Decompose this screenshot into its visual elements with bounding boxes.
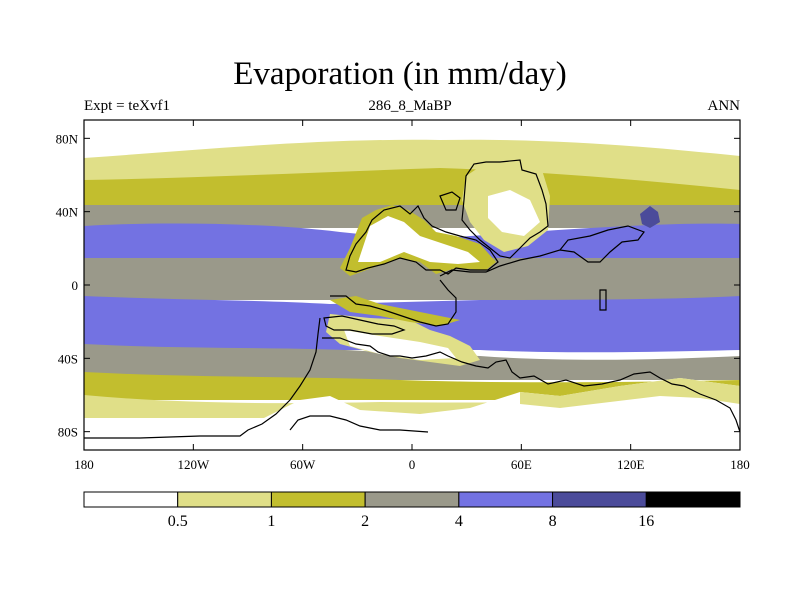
y-tick-label: 40S <box>58 351 78 366</box>
field-land-south-coast <box>520 378 740 408</box>
coast-tethys-north <box>439 225 645 277</box>
field-band-north-mid <box>84 168 740 212</box>
field-band-south-grey <box>84 344 740 380</box>
colorbar-box <box>552 491 647 508</box>
x-tick-label: 120W <box>177 457 210 472</box>
coast-south-continent <box>322 337 740 433</box>
field-evap-maximum <box>640 206 660 228</box>
colorbar-box <box>83 491 179 508</box>
coast-southwest <box>84 317 321 439</box>
x-tick-label: 60E <box>511 457 532 472</box>
field-band-south-mid <box>84 372 740 400</box>
coastlines <box>84 159 740 439</box>
season-label: ANN <box>707 98 741 114</box>
coast-south-polar <box>289 415 429 433</box>
y-tick-label: 0 <box>72 278 79 293</box>
coast-inland-sea <box>323 315 406 335</box>
coast-north-continent <box>345 204 499 275</box>
y-axis: 80N 40N 0 40S 80S <box>56 131 740 440</box>
colorbar-box <box>645 491 741 508</box>
field-land-north-dry <box>358 216 480 264</box>
coast-equator-west <box>330 279 457 327</box>
evaporation-field <box>84 120 740 450</box>
field-band-equator <box>84 258 740 300</box>
coast-island <box>599 289 607 311</box>
chart-title: Evaporation (in mm/day) <box>233 56 567 92</box>
colorbar: 0.5 1 2 4 8 16 <box>83 491 741 530</box>
colorbar-label: 16 <box>638 513 654 530</box>
field-land-northeast-dry <box>488 190 540 236</box>
coast-northeast-block <box>461 159 549 259</box>
colorbar-label: 2 <box>361 513 369 530</box>
y-tick-label: 80N <box>56 131 79 146</box>
y-tick-label: 40N <box>56 205 79 220</box>
coast-small-island <box>439 191 461 211</box>
x-axis: 180 120W 60W 0 60E 120E 180 <box>74 120 750 472</box>
colorbar-label: 4 <box>455 513 463 530</box>
x-tick-label: 180 <box>730 457 750 472</box>
colorbar-box <box>364 491 460 508</box>
colorbar-box <box>177 491 272 508</box>
x-tick-label: 180 <box>74 457 94 472</box>
period-label: 286_8_MaBP <box>368 98 452 114</box>
field-land-south-dry <box>344 330 456 360</box>
x-tick-label: 120E <box>617 457 645 472</box>
x-tick-label: 0 <box>409 457 416 472</box>
x-tick-label: 60W <box>290 457 316 472</box>
field-land-equator-yellow <box>330 296 460 326</box>
colorbar-label: 1 <box>267 513 275 530</box>
colorbar-box <box>458 491 554 508</box>
colorbar-label: 8 <box>549 513 557 530</box>
colorbar-label: 0.5 <box>168 513 188 530</box>
experiment-label: Expt = teXvf1 <box>84 98 170 114</box>
y-tick-label: 80S <box>58 425 78 440</box>
colorbar-box <box>270 491 366 508</box>
